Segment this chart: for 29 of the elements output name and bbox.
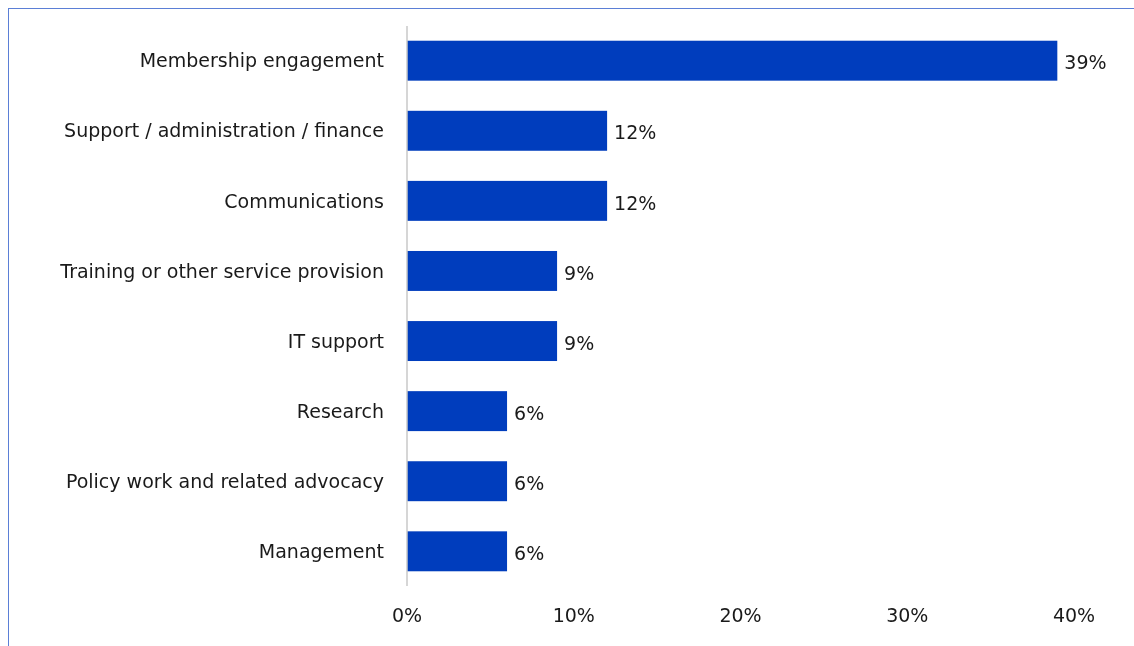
bar: [407, 110, 608, 151]
data-label: 12%: [614, 121, 657, 144]
y-tick-label: Training or other service provision: [59, 259, 384, 282]
bar: [407, 531, 508, 572]
bar: [407, 391, 508, 432]
bar: [407, 180, 608, 221]
x-tick-label: 10%: [552, 604, 595, 626]
x-tick-label: 20%: [719, 604, 762, 626]
data-label: 12%: [614, 191, 657, 214]
bar: [407, 250, 558, 291]
bar: [407, 40, 1058, 81]
x-tick-label: 30%: [886, 604, 929, 626]
y-tick-label: Communications: [224, 189, 384, 212]
data-label: 39%: [1064, 51, 1107, 74]
bar: [407, 321, 558, 362]
y-tick-label: Support / administration / finance: [64, 119, 384, 142]
y-tick-label: Management: [258, 539, 384, 562]
data-label: 9%: [564, 331, 595, 354]
x-tick-label: 40%: [1052, 604, 1096, 626]
y-tick-label: Membership engagement: [139, 49, 384, 72]
y-tick-label: Research: [296, 399, 384, 422]
data-label: 6%: [514, 541, 545, 564]
y-tick-label: IT support: [287, 329, 384, 352]
x-tick-label: 0%: [391, 604, 423, 626]
y-tick-label: Policy work and related advocacy: [65, 469, 384, 492]
data-label: 6%: [514, 401, 545, 424]
data-label: 9%: [564, 261, 595, 284]
bar: [407, 461, 508, 502]
data-label: 6%: [514, 471, 545, 494]
